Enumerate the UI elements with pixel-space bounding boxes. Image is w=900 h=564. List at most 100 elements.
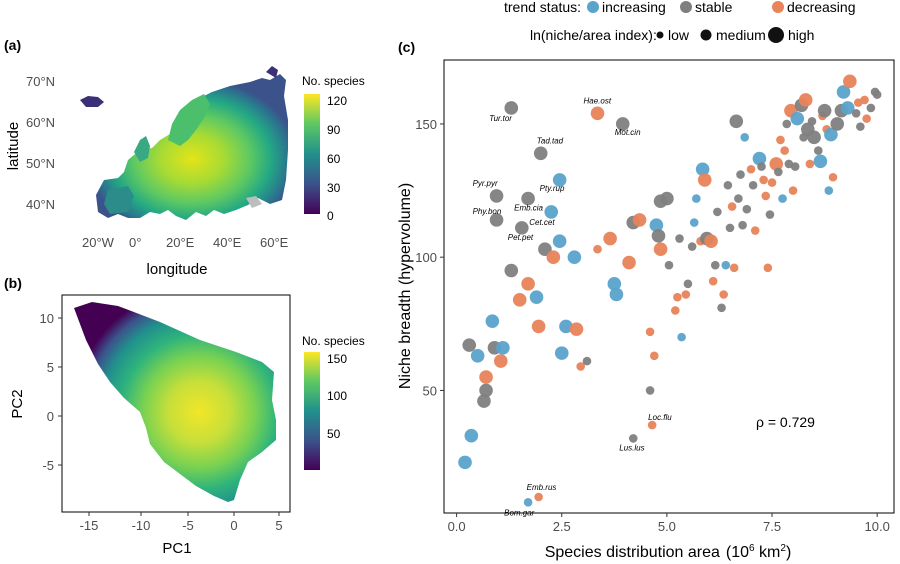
map-gray-region xyxy=(246,196,262,208)
scatter-point xyxy=(567,250,582,264)
scatter-point xyxy=(746,164,756,174)
species-label: Loc.flu xyxy=(648,413,672,422)
scatter-point xyxy=(675,234,684,243)
scatter-point xyxy=(615,117,630,131)
scatter-point xyxy=(552,234,567,248)
legend-swatch-stable xyxy=(680,1,692,13)
scatter-point xyxy=(649,351,659,361)
map-iceland xyxy=(80,96,104,107)
pc-x-tick: 5 xyxy=(275,518,282,533)
scatter-point xyxy=(872,90,882,99)
scatter-point xyxy=(790,162,800,171)
panel-b-colorbar: No. species 150 100 50 xyxy=(302,334,365,470)
scatter-point xyxy=(719,290,728,299)
species-label: Tur.tor xyxy=(489,114,512,123)
scatter-y-tick: 100 xyxy=(415,250,437,265)
scatter-point xyxy=(761,191,771,201)
scatter-point xyxy=(660,191,674,206)
species-label: Pet.pet xyxy=(508,233,534,242)
panel-a-axes: 20°W 0° 20°E 40°E 60°E 70°N 60°N 50°N 40… xyxy=(5,74,289,278)
scatter-point xyxy=(828,172,838,182)
scatter-point xyxy=(697,173,712,187)
scatter-point xyxy=(645,386,655,395)
legend-label-size-low: low xyxy=(668,27,690,43)
scatter-point xyxy=(708,276,718,286)
map-colorbar xyxy=(304,94,320,214)
panel-label-c: (c) xyxy=(398,39,415,55)
species-label: Emb.cia xyxy=(514,204,543,213)
scatter-point xyxy=(774,167,783,177)
map-x-tick: 0° xyxy=(129,235,141,250)
pc-y-tick: 10 xyxy=(40,311,54,326)
map-colorbar-tick: 90 xyxy=(327,123,341,137)
scatter-point xyxy=(504,101,519,115)
scatter-point xyxy=(496,340,510,355)
species-label: Phy.bon xyxy=(473,207,502,216)
legend-size-medium xyxy=(700,29,712,41)
scatter-point xyxy=(757,162,766,171)
scatter-point xyxy=(840,101,855,115)
scatter-point xyxy=(462,338,477,352)
scatter-point xyxy=(866,103,876,113)
map-y-tick: 50°N xyxy=(26,156,55,171)
scatter-point xyxy=(843,74,857,89)
pc-colorbar-tick: 100 xyxy=(327,389,347,403)
scatter-point xyxy=(748,180,758,190)
trend-legend-title: trend status: xyxy=(504,0,581,15)
map-y-axis-title: latitude xyxy=(5,122,22,170)
scatter-point xyxy=(485,314,500,328)
scatter-point xyxy=(576,362,585,371)
pc-colorbar-title: No. species xyxy=(302,334,365,348)
species-label: Lus.lus xyxy=(619,443,644,452)
scatter-x-tick: 7.5 xyxy=(763,519,781,534)
scatter-point xyxy=(515,221,529,235)
legend-swatch-decreasing xyxy=(772,1,784,13)
map-y-tick: 70°N xyxy=(26,74,55,89)
scatter-frame xyxy=(443,59,895,514)
map-x-tick: 20°W xyxy=(82,235,115,250)
scatter-point xyxy=(559,319,573,334)
scatter-point xyxy=(489,213,504,227)
scatter-point xyxy=(521,277,535,291)
scatter-point xyxy=(704,234,718,248)
map-x-axis-title: longitude xyxy=(147,261,208,278)
scatter-y-tick: 150 xyxy=(415,117,437,132)
map-y-tick: 60°N xyxy=(26,115,55,130)
scatter-y-axis-title: Niche breadth (hypervolume) xyxy=(397,183,414,389)
map-x-tick: 60°E xyxy=(260,235,289,250)
panel-a-map xyxy=(80,66,288,220)
scatter-point xyxy=(856,122,865,131)
scatter-point xyxy=(778,194,787,203)
species-label: Cet.cet xyxy=(529,218,555,227)
scatter-point xyxy=(734,194,743,203)
scatter-point xyxy=(552,173,567,187)
scatter-point xyxy=(836,85,851,99)
scatter-point xyxy=(607,277,622,291)
pc-x-tick: 0 xyxy=(230,518,237,533)
scatter-point xyxy=(692,194,701,203)
scatter-point xyxy=(671,306,680,315)
pc-space-density xyxy=(74,302,276,502)
map-colorbar-tick: 120 xyxy=(327,94,347,108)
species-label: Pyr.pyr xyxy=(473,179,498,188)
map-scandinavia xyxy=(168,94,210,146)
scatter-point xyxy=(813,146,823,155)
scatter-point xyxy=(603,231,617,246)
scatter-point xyxy=(725,223,735,233)
scatter-point xyxy=(529,290,544,304)
scatter-point xyxy=(767,178,777,187)
scatter-point xyxy=(805,159,815,169)
size-legend-title: ln(niche/area index): xyxy=(530,27,657,43)
scatter-point xyxy=(759,175,768,185)
map-x-tick: 20°E xyxy=(166,235,195,250)
scatter-point xyxy=(769,157,784,171)
map-x-tick: 40°E xyxy=(213,235,242,250)
scatter-point xyxy=(798,93,813,107)
scatter-point xyxy=(569,322,584,336)
scatter-point xyxy=(628,434,638,443)
scatter-point xyxy=(790,111,805,126)
scatter-point xyxy=(531,319,546,334)
scatter-point xyxy=(489,189,504,203)
scatter-point xyxy=(723,180,733,190)
scatter-point xyxy=(763,263,773,273)
